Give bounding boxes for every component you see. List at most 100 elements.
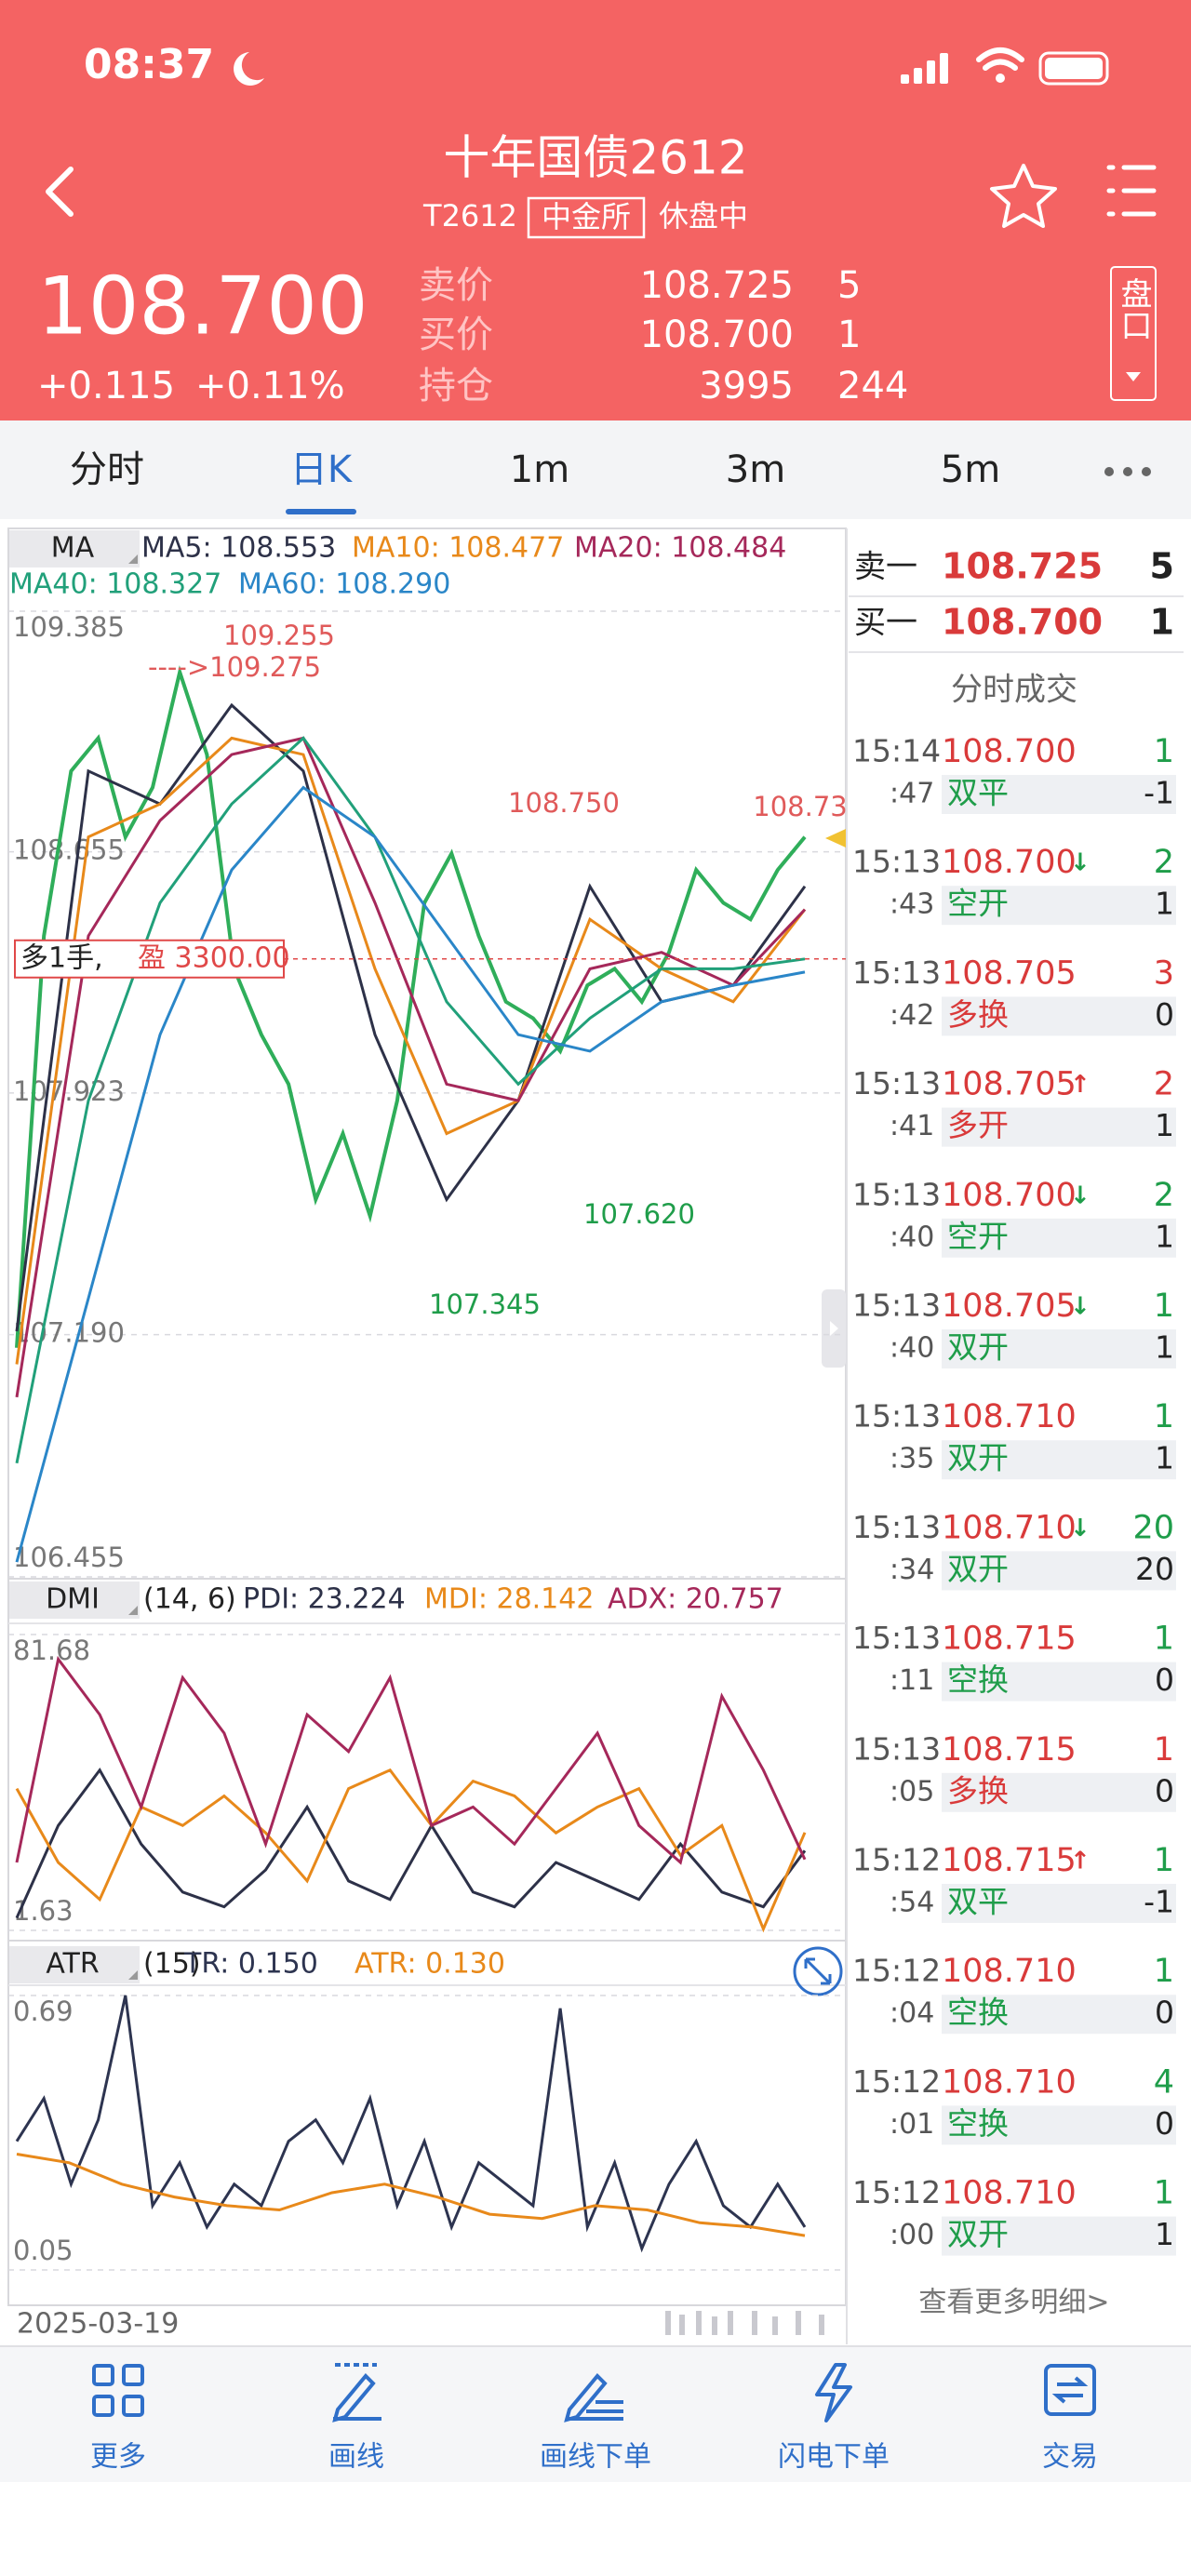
trade-price: 108.705 <box>942 1066 1077 1103</box>
trade-volume: 20 <box>1132 1509 1174 1546</box>
book-label: 卖一 <box>854 549 917 586</box>
trade-time: 15:12 <box>852 2063 941 2100</box>
nav-label[interactable]: 画线下单 <box>540 2441 651 2474</box>
indicator-box <box>9 1946 140 1983</box>
date-label: 2025-03-19 <box>17 2308 179 2341</box>
trade-time: 15:14 <box>852 733 941 769</box>
tab[interactable]: 分时 <box>70 448 144 491</box>
trade-band <box>942 2105 1176 2145</box>
more-details[interactable]: 查看更多明细> <box>918 2287 1109 2319</box>
trade-arrow: ↓ <box>1070 849 1091 877</box>
back-button[interactable] <box>46 167 74 217</box>
trade-second: :42 <box>890 999 934 1032</box>
more-icon[interactable] <box>92 2364 144 2417</box>
last-price: 108.700 <box>37 260 368 353</box>
bottom-nav <box>0 2346 1191 2482</box>
legend-entry: MA10: 108.477 <box>352 532 564 565</box>
y-tick-label: 107.923 <box>13 1075 125 1107</box>
trade-second: :40 <box>890 1221 934 1253</box>
trade-second: :54 <box>890 1887 934 1919</box>
nav-icons <box>92 2363 1096 2423</box>
indicator-name[interactable]: DMI <box>46 1583 100 1616</box>
series-line <box>15 1655 807 1865</box>
panel-button[interactable] <box>1110 266 1157 401</box>
trade-volume: 3 <box>1154 954 1174 992</box>
trade-price: 108.700 <box>942 844 1077 881</box>
quote-volume: 244 <box>837 365 908 407</box>
clock: 08:37 <box>84 41 214 88</box>
quote-price: 108.700 <box>640 314 794 356</box>
trade-volume: 2 <box>1154 1177 1174 1214</box>
indicator-name[interactable]: ATR <box>46 1948 99 1981</box>
trade-band <box>942 1440 1176 1480</box>
expand-button[interactable] <box>793 1946 843 1996</box>
trade-time: 15:13 <box>852 1620 941 1656</box>
trade-second: :01 <box>890 2108 934 2141</box>
trade-band <box>942 1995 1176 2035</box>
price-annotation: 108.73 <box>753 791 847 822</box>
wifi-dot <box>996 73 1005 83</box>
book-volume: 1 <box>1150 602 1174 643</box>
trade-volume: 1 <box>1154 1288 1174 1325</box>
quote-price: 108.725 <box>640 264 794 307</box>
y-tick-label: 106.455 <box>13 1542 125 1573</box>
indicator-name[interactable]: MA <box>51 532 95 565</box>
scrollbar-dots <box>665 2311 824 2335</box>
legend-entry: MA40: 108.327 <box>9 568 221 601</box>
trade-arrow: ↓ <box>1070 1515 1091 1542</box>
y-tick-label: 81.68 <box>13 1635 90 1666</box>
moon-icon <box>234 52 264 86</box>
change-percent: +0.11% <box>195 365 345 407</box>
tab[interactable]: 5m <box>941 448 1000 491</box>
draw-icon[interactable] <box>332 2363 381 2423</box>
nav-label[interactable]: 闪电下单 <box>778 2441 890 2474</box>
trades-title: 分时成交 <box>951 672 1077 709</box>
tab-more[interactable] <box>1104 467 1151 476</box>
exchange-badge <box>527 196 646 239</box>
contract-code: T2612 <box>422 198 517 234</box>
nav-label[interactable]: 画线 <box>328 2441 384 2474</box>
favorite-button[interactable] <box>990 164 1057 228</box>
trade-band <box>942 775 1176 814</box>
nav-label[interactable]: 交易 <box>1042 2441 1098 2474</box>
y-tick-label: 0.69 <box>13 1995 74 2027</box>
legend-entry: ATR: 0.130 <box>355 1948 505 1981</box>
nav-label[interactable]: 更多 <box>90 2441 146 2474</box>
trade-second: :04 <box>890 1997 934 2030</box>
tab[interactable]: 1m <box>510 448 569 491</box>
flash-order-icon[interactable] <box>815 2363 852 2423</box>
series-line <box>16 2153 806 2237</box>
trade-volume: 4 <box>1154 2063 1174 2101</box>
trade-price: 108.710 <box>942 1398 1077 1435</box>
tab[interactable]: 3m <box>726 448 785 491</box>
trade-oi-change: 1 <box>1155 886 1174 922</box>
trade-price: 108.715 <box>942 1731 1077 1768</box>
tab[interactable]: 日K <box>290 448 354 491</box>
draw-order-icon[interactable] <box>564 2373 623 2423</box>
legend-entry: MA60: 108.290 <box>238 568 450 601</box>
trade-arrow: ↑ <box>1070 1071 1091 1099</box>
trade-time: 15:13 <box>852 954 941 991</box>
trade-second: :00 <box>890 2219 934 2251</box>
price-annotation: 108.750 <box>508 787 620 819</box>
position-label: 多1手, <box>20 941 103 974</box>
trade-type: 空开 <box>947 886 1009 922</box>
trade-band <box>942 1662 1176 1702</box>
y-tick-label: 1.63 <box>13 1895 74 1927</box>
trade-oi-change: 1 <box>1155 1107 1174 1143</box>
menu-button[interactable] <box>1106 165 1157 217</box>
trade-type: 多开 <box>947 1107 1009 1143</box>
trade-oi-change: -1 <box>1144 1884 1174 1920</box>
trade-type: 空换 <box>947 1995 1009 2031</box>
trade-second: :11 <box>890 1664 934 1697</box>
trade-type: 双平 <box>947 775 1009 811</box>
trade-icon[interactable] <box>1044 2364 1096 2416</box>
market-status: 休盘中 <box>659 198 748 234</box>
trade-band <box>942 1551 1176 1591</box>
trade-time: 15:13 <box>852 1288 941 1324</box>
trade-time: 15:12 <box>852 1953 941 1989</box>
series-line <box>15 1995 807 2253</box>
trade-oi-change: 1 <box>1155 1218 1174 1254</box>
panel-button-label[interactable]: 盘口 <box>1115 277 1152 340</box>
trade-volume: 2 <box>1154 844 1174 881</box>
